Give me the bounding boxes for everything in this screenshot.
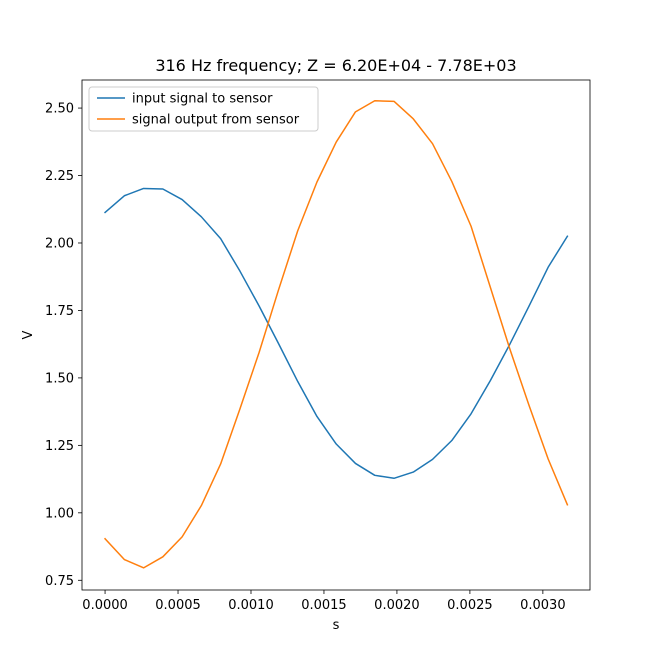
legend-box (88, 86, 319, 132)
x-tick-label: 0.0025 (447, 598, 493, 613)
y-tick-label: 2.00 (45, 236, 74, 251)
legend-label-1: input signal to sensor (132, 92, 273, 107)
y-tick-label: 2.25 (45, 169, 74, 184)
plot-frame (81, 79, 591, 591)
y-axis-label: V (21, 330, 36, 339)
legend-label-2: signal output from sensor (132, 113, 300, 128)
series-line-1 (104, 187, 569, 480)
y-tick-label: 1.75 (45, 304, 74, 319)
chart-title: 316 Hz frequency; Z = 6.20E+04 - 7.78E+0… (155, 56, 516, 75)
y-axis: 0.75 1.00 1.25 1.50 1.75 2.00 2.25 2.50 (45, 102, 82, 589)
x-tick-label: 0.0020 (374, 598, 420, 613)
y-tick-label: 1.25 (45, 439, 74, 454)
x-tick-label: 0.0030 (520, 598, 566, 613)
y-tick-label: 0.75 (45, 574, 74, 589)
legend: input signal to sensor signal output from… (88, 86, 319, 132)
x-axis: 0.0000 0.0005 0.0010 0.0015 0.0020 0.0025 0.00… (82, 590, 566, 613)
series-line-2 (104, 100, 569, 569)
x-tick-label: 0.0000 (82, 598, 128, 613)
y-tick-label: 1.00 (45, 506, 74, 521)
x-tick-label: 0.0010 (228, 598, 274, 613)
plot-area (81, 79, 591, 591)
y-tick-label: 1.50 (45, 371, 74, 386)
x-tick-label: 0.0015 (301, 598, 347, 613)
x-tick-label: 0.0005 (155, 598, 201, 613)
y-tick-label: 2.50 (45, 102, 74, 117)
x-axis-label: s (333, 618, 340, 633)
